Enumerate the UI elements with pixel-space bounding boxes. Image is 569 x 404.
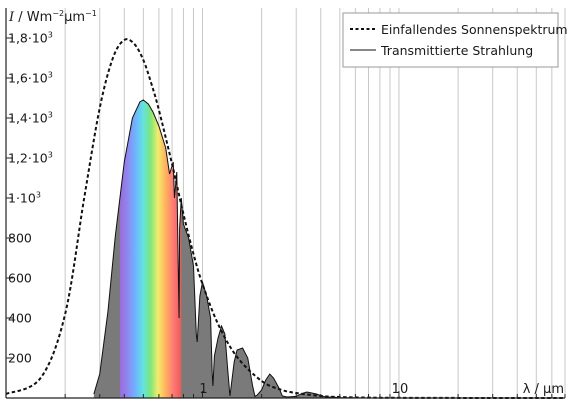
y-tick-label: 1,6·103 bbox=[8, 71, 53, 86]
x-tick-label: 10 bbox=[392, 382, 409, 397]
axes: 1 10 200 400 600 800 1·103 1,2·103 1,4·103 1,6·10… bbox=[5, 8, 566, 399]
x-tick-label: 1 bbox=[199, 382, 207, 397]
series-line-incident bbox=[5, 38, 566, 399]
series-line-transmitted bbox=[93, 99, 369, 399]
series-lines bbox=[5, 38, 566, 399]
y-tick-label: 1,4·103 bbox=[8, 111, 53, 126]
y-tick-label: 1·103 bbox=[8, 191, 41, 206]
y-axis-title: I / Wm−2µm−1 bbox=[8, 9, 97, 25]
legend-label-transmitted: Transmittierte Strahlung bbox=[380, 43, 533, 58]
y-tick-label: 1,2·103 bbox=[8, 151, 53, 166]
legend-box bbox=[342, 12, 559, 68]
vertical-gridlines bbox=[5, 8, 566, 398]
legend-label-incident: Einfallendes Sonnenspektrum bbox=[381, 22, 568, 37]
y-tick-label: 600 bbox=[8, 271, 32, 286]
x-axis-label: λ / µm bbox=[523, 382, 564, 397]
y-tick-label: 1,8·103 bbox=[8, 31, 53, 46]
legend: Einfallendes Sonnenspektrum Transmittier… bbox=[342, 12, 568, 68]
y-tick-label: 400 bbox=[8, 311, 32, 326]
transmitted-area-layer bbox=[93, 100, 369, 398]
y-tick-label: 200 bbox=[8, 351, 32, 366]
y-tick-label: 800 bbox=[8, 231, 32, 246]
